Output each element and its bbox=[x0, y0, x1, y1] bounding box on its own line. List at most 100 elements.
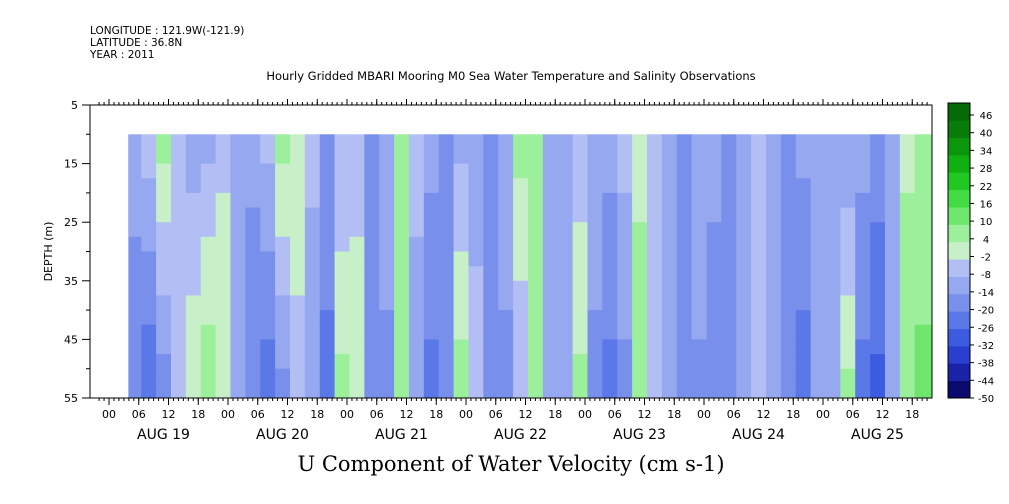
heatmap-cell bbox=[632, 280, 648, 296]
heatmap-cell bbox=[275, 178, 291, 194]
heatmap-cell bbox=[736, 134, 752, 150]
heatmap-cell bbox=[617, 280, 633, 296]
heatmap-cell bbox=[691, 368, 707, 384]
heatmap-cell bbox=[156, 148, 172, 164]
heatmap-cell bbox=[646, 178, 663, 194]
heatmap-cell bbox=[884, 178, 901, 194]
heatmap-cell bbox=[394, 339, 410, 355]
heatmap-cell bbox=[825, 266, 841, 282]
x-tick-label: 18 bbox=[667, 408, 681, 421]
heatmap-cell bbox=[542, 207, 559, 223]
heatmap-cell bbox=[736, 163, 752, 179]
heatmap-cell bbox=[289, 354, 306, 370]
colorbar-swatch bbox=[948, 103, 970, 121]
heatmap-cell bbox=[364, 134, 380, 150]
heatmap-cell bbox=[319, 134, 336, 150]
heatmap-cell bbox=[632, 222, 648, 238]
heatmap-cell bbox=[676, 178, 693, 194]
heatmap-cell bbox=[632, 324, 648, 340]
heatmap-cell bbox=[617, 148, 633, 164]
heatmap-cell bbox=[468, 266, 484, 282]
heatmap-cell bbox=[185, 310, 202, 326]
heatmap-cell bbox=[275, 236, 291, 252]
heatmap-cell bbox=[128, 295, 130, 311]
heatmap-cell bbox=[795, 354, 812, 370]
heatmap-cell bbox=[128, 236, 142, 252]
heatmap-cell bbox=[156, 178, 172, 194]
heatmap-cell bbox=[156, 310, 172, 326]
heatmap-cell bbox=[884, 339, 901, 355]
heatmap-cell bbox=[899, 251, 916, 267]
heatmap-cell bbox=[438, 251, 455, 267]
longitude-label: LONGITUDE : 121.9W(-121.9) bbox=[90, 25, 245, 37]
heatmap-cell bbox=[721, 251, 737, 267]
heatmap-cell bbox=[364, 368, 380, 384]
heatmap-cell bbox=[899, 354, 916, 370]
heatmap-cell bbox=[128, 251, 130, 267]
heatmap-cell bbox=[438, 148, 455, 164]
heatmap-cell bbox=[498, 383, 514, 399]
heatmap-cell bbox=[855, 207, 871, 223]
heatmap-cell bbox=[840, 192, 856, 208]
heatmap-cell bbox=[498, 222, 514, 238]
heatmap-cell bbox=[899, 207, 916, 223]
heatmap-cell bbox=[870, 324, 886, 340]
heatmap-cell bbox=[542, 368, 559, 384]
heatmap-cell bbox=[587, 192, 603, 208]
heatmap-cell bbox=[185, 222, 202, 238]
heatmap-cell bbox=[438, 192, 455, 208]
y-tick-label: 45 bbox=[64, 333, 78, 346]
heatmap-cell bbox=[825, 368, 841, 384]
heatmap-cell bbox=[751, 354, 767, 370]
heatmap-cell bbox=[289, 280, 306, 296]
heatmap-cell bbox=[646, 324, 663, 340]
heatmap-cell bbox=[602, 354, 618, 370]
heatmap-cell bbox=[795, 310, 812, 326]
heatmap-cell bbox=[691, 222, 707, 238]
heatmap-cell bbox=[498, 354, 514, 370]
heatmap-cell bbox=[438, 163, 455, 179]
heatmap-cell bbox=[483, 280, 499, 296]
colorbar-swatch bbox=[948, 276, 970, 295]
heatmap-cell bbox=[736, 178, 752, 194]
heatmap-cell bbox=[899, 324, 916, 340]
heatmap-cell bbox=[364, 266, 380, 282]
heatmap-cell bbox=[706, 310, 722, 326]
heatmap-cell bbox=[128, 280, 130, 296]
heatmap-cell bbox=[215, 148, 231, 164]
heatmap-cell bbox=[899, 222, 916, 238]
x-tick-label: 06 bbox=[251, 408, 265, 421]
heatmap-cell bbox=[825, 148, 841, 164]
heatmap-cell bbox=[319, 339, 336, 355]
heatmap-cell bbox=[230, 236, 246, 252]
heatmap-cell bbox=[453, 368, 469, 384]
heatmap-cell bbox=[215, 310, 231, 326]
heatmap-cell bbox=[557, 163, 574, 179]
heatmap-cell bbox=[736, 207, 752, 223]
heatmap-cell bbox=[914, 295, 933, 311]
heatmap-cell bbox=[527, 324, 544, 340]
heatmap-cell bbox=[884, 148, 901, 164]
heatmap-cell bbox=[795, 163, 812, 179]
heatmap-cell bbox=[275, 383, 291, 399]
heatmap-cell bbox=[408, 163, 425, 179]
heatmap-cell bbox=[602, 324, 618, 340]
heatmap-cell bbox=[810, 134, 826, 150]
heatmap-cell bbox=[156, 368, 172, 384]
heatmap-cell bbox=[200, 163, 217, 179]
heatmap-cell bbox=[527, 368, 544, 384]
heatmap-cell bbox=[364, 339, 380, 355]
heatmap-cell bbox=[855, 192, 871, 208]
heatmap-cell bbox=[289, 148, 306, 164]
heatmap-cell bbox=[438, 324, 455, 340]
heatmap-cell bbox=[468, 207, 484, 223]
heatmap-cell bbox=[914, 324, 933, 340]
heatmap-cell bbox=[602, 178, 618, 194]
heatmap-cell bbox=[661, 192, 678, 208]
heatmap-cell bbox=[691, 251, 707, 267]
heatmap-cell bbox=[765, 192, 782, 208]
heatmap-cell bbox=[870, 266, 886, 282]
heatmap-cell bbox=[185, 178, 202, 194]
heatmap-cell bbox=[260, 295, 276, 311]
x-tick-label: 06 bbox=[846, 408, 860, 421]
